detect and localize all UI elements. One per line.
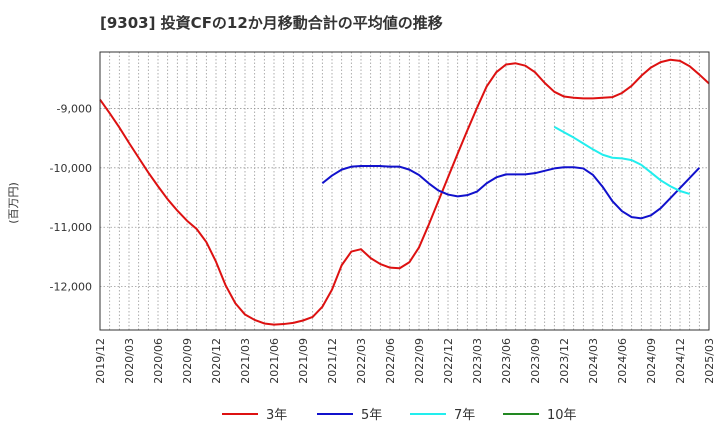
series-line-5年: [321, 165, 701, 220]
x-tick-label: 2021/09: [297, 338, 310, 384]
x-tick-label: 2022/09: [413, 338, 426, 384]
legend: 3年 5年 7年 10年: [222, 408, 577, 423]
legend-label: 10年: [547, 408, 577, 423]
chart-title: [9303] 投資CFの12か月移動合計の平均値の推移: [100, 14, 443, 32]
legend-item: 10年: [503, 408, 577, 423]
series-line-3年: [99, 58, 710, 326]
x-tick-label: 2020/06: [152, 338, 165, 384]
x-tick-label: 2024/06: [616, 338, 629, 384]
x-tick-label: 2023/03: [471, 338, 484, 384]
x-tick-label: 2025/03: [703, 338, 716, 384]
y-tick-label: -11,000: [50, 221, 92, 234]
x-tick-label: 2024/12: [674, 338, 687, 384]
x-tick-label: 2021/12: [326, 338, 339, 384]
legend-item: 3年: [222, 408, 287, 423]
x-tick-label: 2023/09: [529, 338, 542, 384]
x-tick-label: 2021/06: [268, 338, 281, 384]
x-tick-label: 2022/06: [384, 338, 397, 384]
x-tick-label: 2022/12: [442, 338, 455, 384]
legend-item: 7年: [410, 408, 475, 423]
plot-frame: [99, 51, 710, 331]
y-tick-label: -10,000: [50, 162, 92, 175]
plot-lines: [99, 58, 710, 326]
x-tick-label: 2020/09: [181, 338, 194, 384]
x-tick-label: 2020/12: [210, 338, 223, 384]
y-tick-label: -12,000: [50, 281, 92, 294]
x-tick-label: 2020/03: [123, 338, 136, 384]
legend-label: 3年: [266, 408, 287, 423]
x-tick-label: 2023/06: [500, 338, 513, 384]
x-tick-label: 2021/03: [239, 338, 252, 384]
x-tick-label: 2019/12: [94, 338, 107, 384]
x-tick-labels: 2019/12 2020/03 2020/06 2020/09 2020/12 2021/…: [94, 338, 716, 384]
x-tick-label: 2023/12: [558, 338, 571, 384]
x-tick-label: 2022/03: [355, 338, 368, 384]
plot-grid: [100, 52, 709, 330]
legend-label: 5年: [361, 408, 382, 423]
x-tick-label: 2024/03: [587, 338, 600, 384]
x-tick-label: 2024/09: [645, 338, 658, 384]
legend-label: 7年: [454, 408, 475, 423]
legend-item: 5年: [317, 408, 382, 423]
series-line-7年: [553, 125, 690, 195]
y-tick-labels: -9,000 -10,000 -11,000 -12,000: [50, 102, 92, 293]
y-axis-label: (百万円): [7, 182, 20, 224]
y-tick-label: -9,000: [57, 102, 92, 115]
